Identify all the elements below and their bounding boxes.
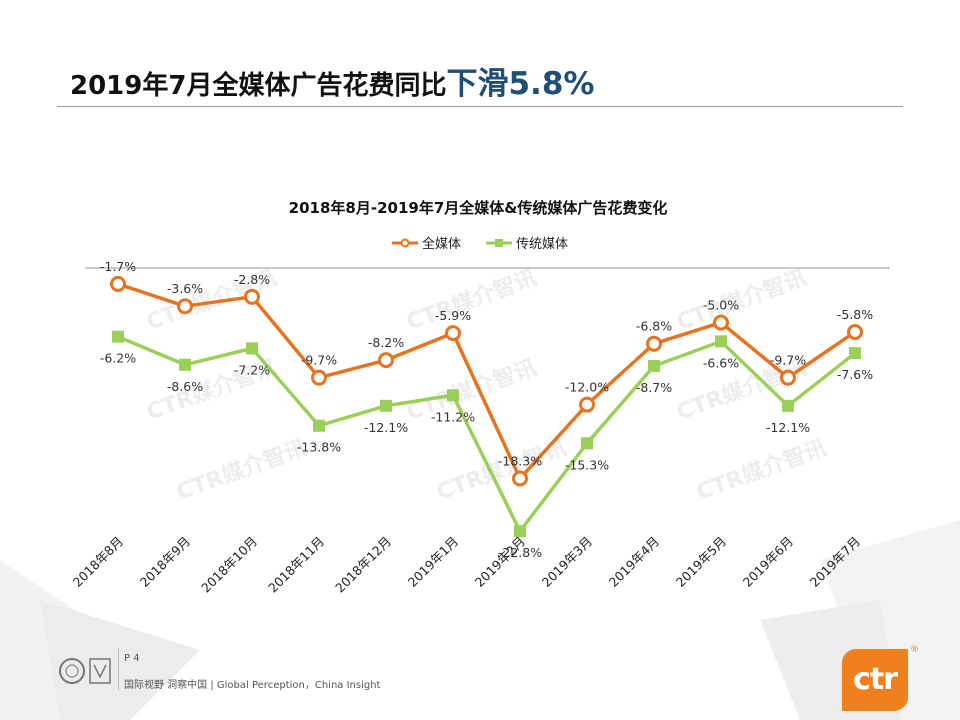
watermark-text: CTR媒介智讯 (693, 435, 830, 506)
legend-label: 全媒体 (422, 236, 461, 252)
data-label-all-media: -2.8% (234, 272, 270, 287)
data-label-all-media: -18.3% (498, 453, 542, 468)
data-label-traditional-media: -7.6% (837, 367, 873, 382)
data-label-traditional-media: -12.1% (364, 420, 408, 435)
legend-marker-square-icon (495, 239, 503, 247)
data-label-all-media: -9.7% (770, 353, 806, 368)
x-tick-label: 2018年9月 (137, 534, 193, 590)
data-label-traditional-media: -6.6% (703, 355, 739, 370)
data-point-traditional-media (246, 342, 258, 355)
page-number: P 4 (124, 653, 140, 664)
chart-legend: 全媒体 传统媒体 (392, 236, 568, 252)
ukas-mark-icon (89, 658, 111, 684)
x-tick-label: 2019年7月 (807, 534, 863, 590)
watermark-text: CTR媒介智讯 (673, 265, 810, 336)
data-point-all-media (579, 396, 595, 413)
data-label-all-media: -9.7% (301, 353, 337, 368)
legend-item-all-media: 全媒体 (392, 236, 461, 252)
series-layer (110, 275, 863, 538)
x-tick-label: 2019年3月 (539, 534, 595, 590)
data-point-all-media (646, 335, 662, 352)
data-label-all-media: -8.2% (368, 335, 404, 350)
data-point-traditional-media (447, 389, 459, 402)
page-title: 2019年7月全媒体广告花费同比下滑5.8% (70, 58, 594, 103)
watermark-text: CTR媒介智讯 (403, 265, 540, 336)
data-label-all-media: -6.8% (636, 319, 672, 334)
legend-label: 传统媒体 (516, 237, 568, 252)
title-main-text: 2019年7月全媒体广告花费同比 (70, 71, 447, 101)
ctr-logo: ctr (842, 649, 908, 711)
data-point-all-media (445, 325, 461, 342)
data-label-traditional-media: -6.2% (100, 351, 136, 366)
series-line-all-media (117, 282, 856, 481)
data-point-traditional-media (313, 419, 325, 432)
watermark-text: CTR媒介智讯 (173, 435, 310, 506)
data-label-all-media: -12.0% (565, 380, 609, 395)
data-label-traditional-media: -8.6% (167, 379, 203, 394)
data-point-traditional-media (782, 399, 794, 412)
x-tick-label: 2019年2月 (472, 534, 528, 590)
data-point-all-media (378, 352, 394, 369)
x-tick-label: 2019年5月 (673, 534, 729, 590)
data-point-traditional-media (112, 330, 124, 343)
x-tick-label: 2019年1月 (405, 534, 461, 590)
footer-tagline: 国际视野 洞察中国 | Global Perception，China Insi… (124, 680, 381, 691)
data-point-traditional-media (380, 399, 392, 412)
x-tick-label: 2018年11月 (265, 534, 327, 596)
data-label-all-media: -1.7% (100, 259, 136, 274)
title-number-text: 5.8% (508, 66, 595, 102)
data-point-all-media (177, 298, 193, 315)
data-point-all-media (713, 314, 729, 331)
x-tick-label: 2019年6月 (740, 534, 796, 590)
data-point-traditional-media (849, 347, 861, 360)
data-point-traditional-media (514, 525, 526, 538)
chart-title: 2018年8月-2019年7月全媒体&传统媒体广告花费变化 (289, 199, 668, 217)
legend-marker-circle-icon (400, 238, 410, 248)
data-point-traditional-media (648, 359, 660, 372)
x-axis-labels: 2018年8月 2018年9月 2018年10月 2018年11月 2018年12月 20… (70, 534, 863, 596)
data-label-all-media: -5.8% (837, 307, 873, 322)
series-line-traditional-media (117, 335, 857, 533)
data-label-traditional-media: -11.2% (431, 409, 475, 424)
data-label-all-media: -5.9% (435, 308, 471, 323)
data-point-all-media (244, 288, 260, 305)
legend-item-traditional-media: 传统媒体 (486, 237, 568, 252)
data-point-all-media (110, 275, 126, 292)
certification-logos (59, 658, 111, 684)
data-point-all-media (512, 470, 528, 487)
registered-mark: ® (910, 645, 919, 655)
data-label-traditional-media: -12.1% (766, 420, 810, 435)
x-tick-label: 2018年12月 (332, 534, 394, 596)
data-point-traditional-media (581, 437, 593, 450)
title-emphasis-text: 下滑 (446, 66, 509, 102)
x-tick-label: 2018年10月 (198, 534, 260, 596)
x-tick-label: 2018年8月 (70, 534, 126, 590)
data-label-all-media: -3.6% (167, 281, 203, 296)
sgs-seal-icon (59, 658, 85, 684)
data-label-traditional-media: -8.7% (636, 380, 672, 395)
data-labels-layer: -1.7% -3.6% -2.8% -9.7% -8.2% -5.9% -18.3% -12.… (100, 259, 873, 560)
data-label-traditional-media: -22.8% (498, 545, 542, 560)
data-point-all-media (780, 369, 796, 386)
data-point-traditional-media (715, 335, 727, 348)
footer-separator (118, 648, 119, 690)
data-label-traditional-media: -7.2% (234, 362, 270, 377)
x-tick-label: 2019年4月 (606, 534, 662, 590)
data-label-traditional-media: -13.8% (297, 440, 341, 455)
title-divider (57, 106, 903, 107)
data-label-traditional-media: -15.3% (565, 457, 609, 472)
data-point-traditional-media (179, 358, 191, 371)
data-point-all-media (847, 323, 863, 340)
data-label-all-media: -5.0% (703, 298, 739, 313)
data-point-all-media (311, 369, 327, 386)
